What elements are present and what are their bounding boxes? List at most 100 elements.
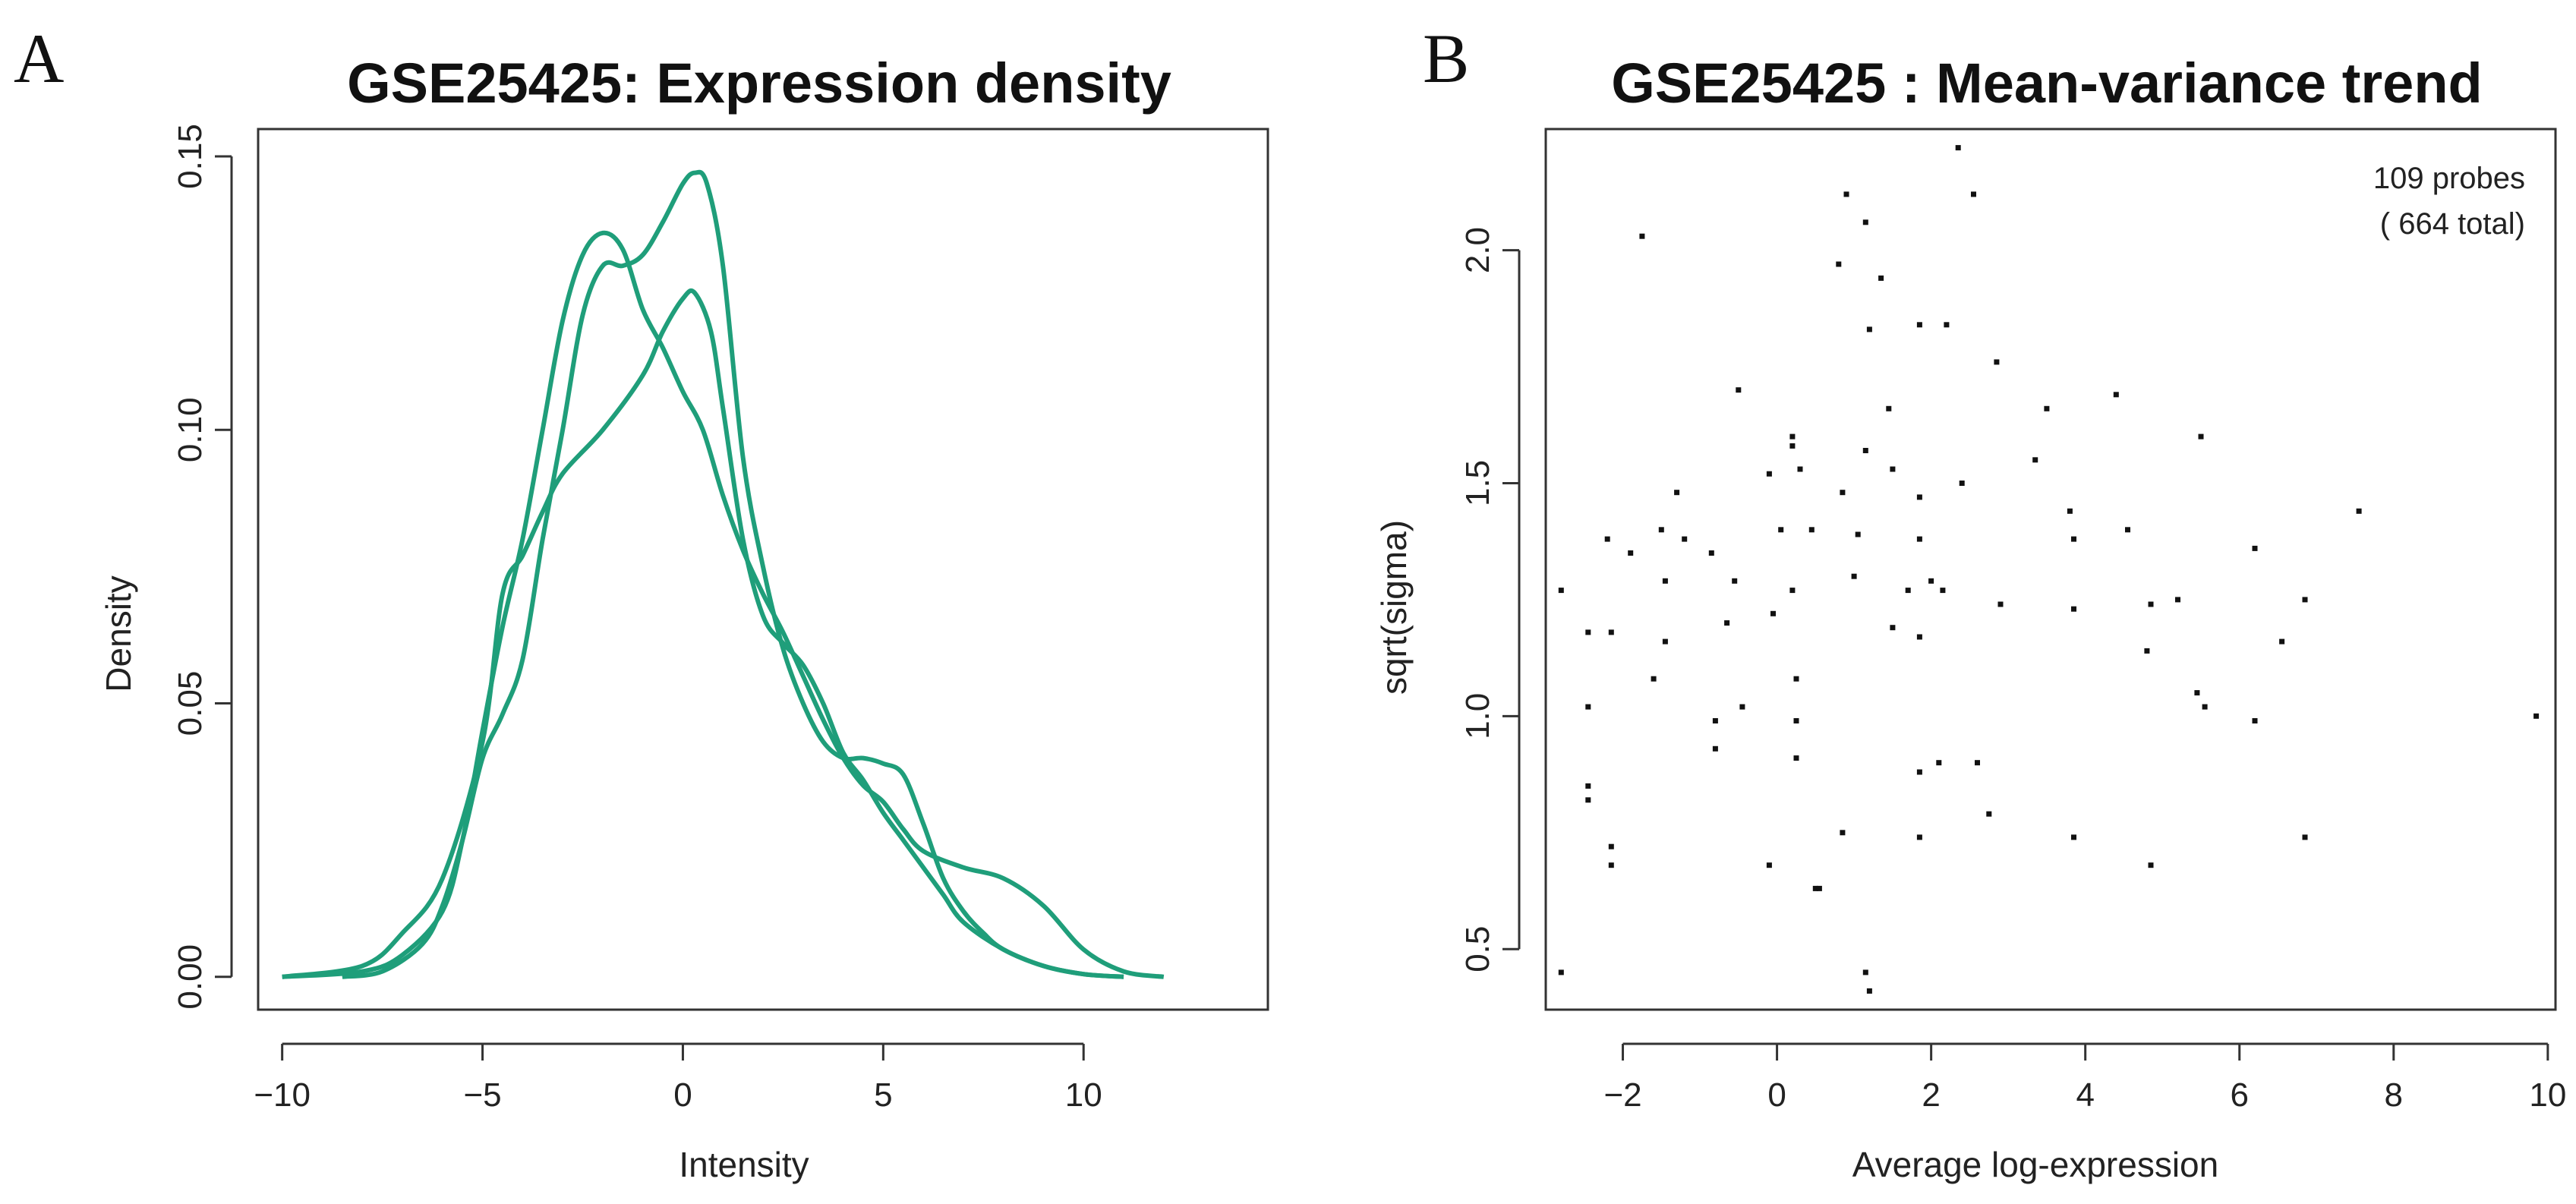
scatter-point: [1558, 588, 1564, 594]
mean-variance-chart: B GSE25425 : Mean-variance trend Average…: [1374, 20, 2566, 1184]
scatter-point: [2356, 508, 2362, 514]
scatter-points: [1558, 145, 2540, 994]
y-tick-label: 0.00: [172, 944, 209, 1010]
scatter-point: [1736, 387, 1742, 393]
scatter-point: [1944, 322, 1950, 328]
scatter-point: [2279, 638, 2285, 645]
y-tick-label: 0.05: [172, 671, 209, 736]
x-tick-label: −10: [254, 1076, 311, 1114]
scatter-point: [1862, 219, 1868, 225]
x-tick-label: 10: [1065, 1076, 1102, 1114]
scatter-point: [1916, 536, 1922, 542]
scatter-point: [1862, 969, 1868, 975]
scatter-point: [1916, 634, 1922, 640]
y-tick-label: 0.5: [1459, 926, 1496, 972]
scatter-point: [1878, 275, 1884, 281]
density-line: [282, 288, 1124, 979]
y-tick-label: 2.0: [1459, 227, 1496, 273]
scatter-point: [1793, 755, 1799, 761]
scatter-point: [1997, 601, 2004, 607]
x-tick-label: 8: [2385, 1076, 2403, 1114]
plot-frame: [257, 128, 1269, 1011]
scatter-point: [1712, 745, 1718, 752]
scatter-point: [1836, 261, 1842, 267]
scatter-point: [1916, 769, 1922, 775]
scatter-point: [1732, 578, 1738, 584]
scatter-point: [1585, 629, 1591, 635]
scatter-point: [1608, 843, 1614, 849]
y-tick-label: 0.10: [172, 397, 209, 462]
scatter-point: [2148, 862, 2154, 868]
x-tick-label: 6: [2230, 1076, 2248, 1114]
x-tick-label: 5: [874, 1076, 892, 1114]
scatter-point: [2113, 392, 2119, 398]
scatter-point: [1890, 625, 1896, 631]
scatter-point: [1890, 466, 1896, 472]
scatter-point: [1840, 830, 1846, 836]
scatter-point: [1682, 536, 1688, 542]
scatter-point: [1843, 191, 1849, 197]
y-axis: 0.00 0.05 0.10 0.15: [172, 124, 233, 1010]
density-lines: [282, 169, 1165, 979]
scatter-point: [1928, 578, 1934, 584]
scatter-point: [2071, 606, 2076, 612]
x-axis-label: Average log-expression: [1852, 1145, 2218, 1184]
density-line: [282, 230, 1165, 979]
scatter-point: [1975, 760, 1980, 766]
scatter-point: [1959, 481, 1965, 486]
scatter-point: [2194, 690, 2200, 696]
scatter-point: [1628, 550, 1634, 556]
y-axis: 0.5 1.0 1.5 2.0: [1459, 227, 1521, 972]
panel-letter-a: A: [14, 20, 64, 97]
scatter-point: [1840, 490, 1846, 496]
scatter-point: [2198, 433, 2204, 440]
panel-letter-b: B: [1423, 20, 1469, 97]
scatter-point: [1886, 405, 1892, 411]
scatter-point: [1608, 862, 1614, 868]
scatter-point: [1916, 322, 1922, 328]
total-count-annotation: ( 664 total): [2380, 207, 2525, 241]
scatter-point: [1708, 550, 1714, 556]
x-tick-label: 0: [1767, 1076, 1786, 1114]
scatter-point: [1739, 704, 1745, 710]
scatter-point: [2125, 527, 2130, 533]
scatter-point: [1994, 359, 2000, 365]
x-tick-label: 0: [673, 1076, 692, 1114]
scatter-point: [1712, 718, 1718, 723]
x-tick-label: −2: [1603, 1076, 1641, 1114]
plot-frame: [1544, 128, 2557, 1011]
scatter-point: [1793, 676, 1799, 682]
scatter-point: [2252, 718, 2258, 723]
scatter-point: [1905, 588, 1911, 594]
scatter-point: [1955, 145, 1961, 151]
scatter-point: [1789, 433, 1796, 440]
scatter-point: [1766, 471, 1772, 477]
scatter-point: [1662, 638, 1668, 645]
scatter-point: [1866, 988, 1872, 994]
scatter-point: [1558, 969, 1564, 975]
scatter-point: [1585, 783, 1591, 789]
y-tick-label: 0.15: [172, 124, 209, 189]
scatter-point: [1658, 527, 1664, 533]
x-tick-label: −5: [463, 1076, 501, 1114]
scatter-point: [1789, 588, 1796, 594]
scatter-point: [1674, 490, 1680, 496]
scatter-point: [1851, 573, 1857, 579]
scatter-point: [1608, 629, 1614, 635]
scatter-point: [2302, 597, 2308, 603]
scatter-point: [1662, 578, 1668, 584]
scatter-point: [1812, 885, 1818, 891]
scatter-point: [2202, 704, 2208, 710]
scatter-point: [2533, 713, 2540, 719]
x-tick-label: 10: [2529, 1076, 2566, 1114]
y-axis-label: sqrt(sigma): [1374, 520, 1414, 695]
scatter-point: [1855, 531, 1861, 537]
scatter-point: [1766, 862, 1772, 868]
x-tick-label: 4: [2076, 1076, 2094, 1114]
y-axis-label: Density: [99, 575, 138, 692]
scatter-point: [1808, 527, 1815, 533]
scatter-point: [1940, 588, 1946, 594]
scatter-point: [1866, 326, 1872, 333]
scatter-point: [1916, 834, 1922, 840]
probe-count-annotation: 109 probes: [2373, 162, 2525, 195]
